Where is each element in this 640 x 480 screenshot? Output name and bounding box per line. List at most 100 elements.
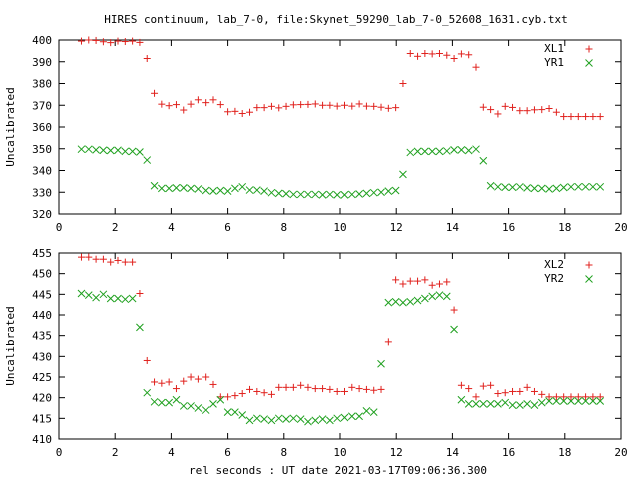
- data-point-yr2: [209, 400, 217, 408]
- data-point-xl1: [275, 104, 283, 112]
- data-point-xl2: [421, 276, 429, 284]
- data-point-xl1: [494, 110, 502, 118]
- data-point-xl2: [479, 382, 487, 390]
- x-axis-label: rel seconds : UT date 2021-03-17T09:06:3…: [189, 464, 487, 477]
- data-point-yr1: [428, 147, 437, 156]
- y-tick-label: 425: [32, 371, 52, 384]
- data-point-xl1: [545, 105, 553, 113]
- data-point-yr1: [114, 146, 122, 155]
- data-point-yr1: [136, 148, 144, 156]
- data-point-yr2: [369, 408, 378, 416]
- data-point-xl2: [362, 385, 370, 393]
- data-point-yr1: [523, 184, 531, 192]
- bottom-plot-panel: 0 2 4 6 8 10 12 14 16 18 20 410 415 420 425 430 435 440 44…: [4, 247, 628, 459]
- data-point-xl2: [428, 281, 436, 289]
- data-point-yr1: [596, 182, 605, 191]
- data-point-xl2: [289, 383, 297, 391]
- data-point-xl1: [194, 96, 202, 104]
- data-point-yr1: [340, 191, 349, 199]
- data-point-xl2: [465, 385, 473, 393]
- data-point-yr1: [296, 190, 305, 199]
- data-point-xl2: [85, 253, 93, 261]
- data-point-yr1: [369, 188, 378, 197]
- data-point-yr1: [209, 187, 217, 196]
- data-point-yr2: [340, 413, 349, 422]
- data-point-yr1: [245, 186, 254, 194]
- data-point-yr1: [238, 182, 247, 191]
- data-point-yr2: [311, 416, 320, 425]
- data-point-xl1: [114, 37, 122, 45]
- data-point-xl2: [282, 383, 290, 391]
- data-point-yr2: [194, 404, 203, 412]
- top-plot-points: [77, 36, 605, 199]
- x-tick-label: 4: [168, 446, 175, 459]
- data-point-yr1: [552, 184, 561, 193]
- data-point-yr2: [223, 408, 232, 416]
- data-point-xl2: [552, 393, 560, 401]
- data-point-xl2: [523, 383, 531, 391]
- data-point-yr2: [545, 397, 553, 405]
- data-point-xl2: [487, 381, 495, 389]
- data-point-yr2: [326, 416, 334, 425]
- data-point-yr1: [223, 187, 232, 196]
- data-point-xl2: [392, 276, 400, 284]
- data-point-yr2: [296, 415, 305, 424]
- data-point-xl2: [435, 280, 443, 288]
- series-yr2: [77, 289, 605, 426]
- top-plot-panel: 0 2 4 6 8 10 12 14 16 18 20 320 330 340 350 360 370 380 39…: [4, 34, 628, 234]
- data-point-yr1: [282, 189, 290, 198]
- y-tick-label: 440: [32, 309, 52, 322]
- data-point-xl1: [297, 101, 305, 109]
- data-point-yr1: [479, 156, 488, 165]
- data-point-yr1: [450, 145, 458, 154]
- y-tick-label: 390: [32, 56, 52, 69]
- data-point-xl2: [348, 383, 356, 391]
- data-point-yr2: [157, 398, 166, 407]
- data-point-xl1: [355, 100, 363, 108]
- data-point-yr1: [559, 183, 568, 192]
- data-point-yr1: [581, 182, 590, 191]
- data-point-xl2: [202, 373, 210, 381]
- data-point-xl1: [414, 52, 422, 60]
- data-point-xl2: [545, 393, 553, 401]
- data-point-yr1: [567, 182, 575, 191]
- data-point-yr2: [274, 414, 283, 423]
- data-point-xl2: [246, 385, 254, 393]
- bottom-plot-ylabel: Uncalibrated: [4, 306, 17, 385]
- y-tick-label: 415: [32, 412, 52, 425]
- y-tick-label: 410: [32, 433, 52, 446]
- x-tick-label: 10: [333, 446, 346, 459]
- data-point-yr1: [216, 186, 225, 195]
- data-point-xl2: [377, 385, 385, 393]
- data-point-yr1: [457, 145, 466, 154]
- data-point-xl1: [282, 102, 290, 110]
- y-tick-label: 340: [32, 165, 52, 178]
- data-point-xl1: [479, 103, 487, 111]
- data-point-yr1: [464, 146, 473, 155]
- data-point-xl1: [311, 100, 319, 108]
- data-point-xl2: [326, 385, 334, 393]
- data-point-xl1: [574, 113, 582, 121]
- data-point-yr2: [479, 400, 488, 408]
- data-point-xl2: [538, 390, 546, 398]
- y-tick-label: 435: [32, 330, 52, 343]
- x-tick-label: 18: [558, 221, 571, 234]
- y-tick-label: 420: [32, 392, 52, 405]
- data-point-yr1: [128, 147, 137, 156]
- data-point-xl1: [319, 101, 327, 109]
- series-yr1: [77, 145, 605, 199]
- data-point-xl1: [538, 106, 546, 114]
- data-point-yr1: [92, 145, 100, 154]
- data-point-yr2: [121, 295, 130, 304]
- data-point-yr2: [231, 408, 239, 416]
- y-tick-label: 450: [32, 268, 52, 281]
- top-plot-tick-labels: 0 2 4 6 8 10 12 14 16 18 20 320 330 340 350 360 370 380 39…: [32, 34, 628, 234]
- data-point-yr2: [304, 417, 312, 426]
- legend-marker-yr2: [585, 275, 593, 283]
- data-point-yr1: [143, 156, 152, 164]
- y-tick-label: 330: [32, 186, 52, 199]
- data-point-yr2: [347, 412, 356, 421]
- data-point-xl2: [267, 390, 275, 398]
- data-point-yr1: [377, 188, 385, 197]
- data-point-xl1: [151, 89, 159, 97]
